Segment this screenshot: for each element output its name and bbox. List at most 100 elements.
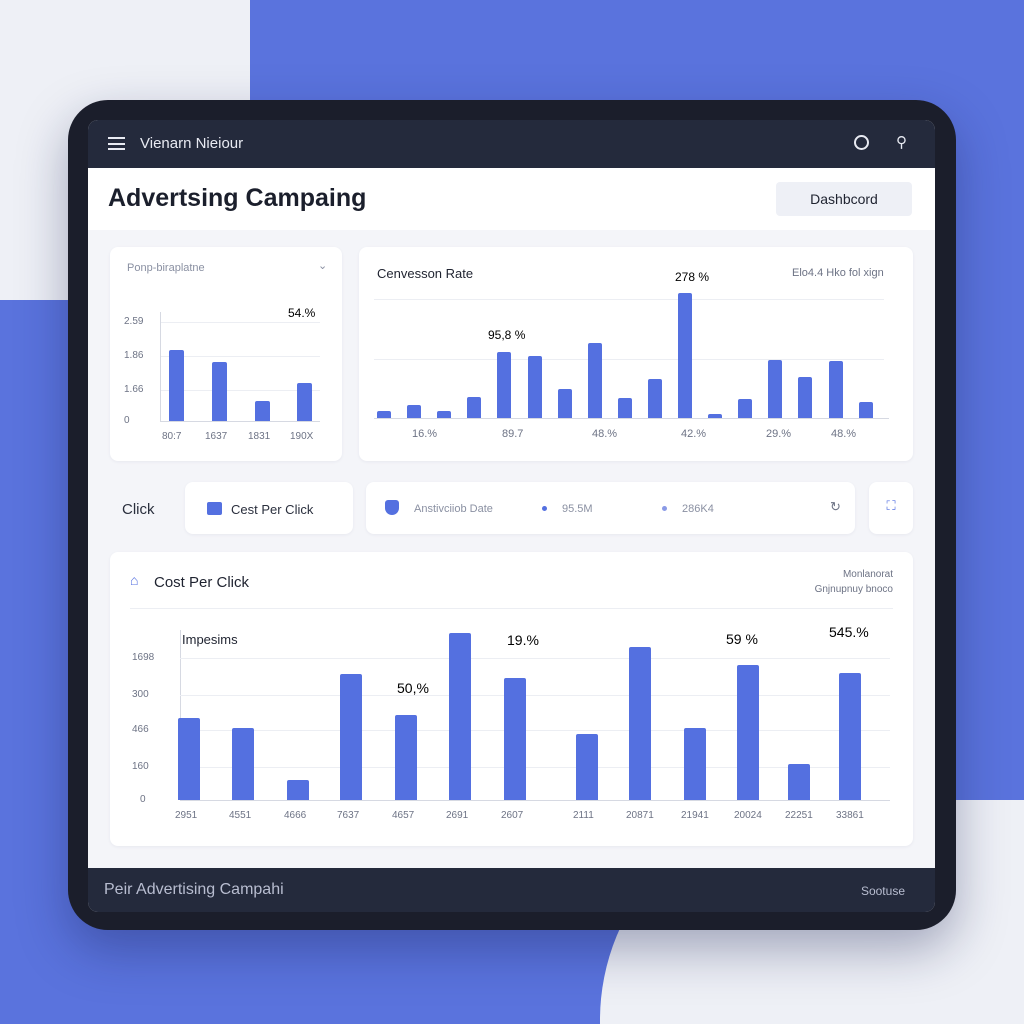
x-tick-label: 2951 bbox=[175, 810, 198, 821]
series-label: Impesims bbox=[182, 632, 238, 647]
expand-icon: ⛶ bbox=[886, 498, 896, 513]
bar bbox=[798, 377, 813, 418]
x-tick-label: 190X bbox=[290, 431, 314, 442]
y-tick-label: 0 bbox=[124, 415, 130, 426]
footer-link[interactable]: Sootuse bbox=[860, 884, 905, 898]
annotation: 278 % bbox=[675, 270, 710, 284]
x-tick-label: 4666 bbox=[284, 810, 307, 821]
conversion-rate-card: Cenvesson Rate Elo4.4 Hko fol xign 278 %… bbox=[359, 247, 913, 461]
metric-value: 95.5M bbox=[562, 503, 593, 515]
page-title: Advertsing Campaing bbox=[108, 184, 367, 212]
x-tick-label: 1637 bbox=[205, 431, 228, 442]
bar bbox=[212, 361, 227, 421]
bar bbox=[576, 734, 598, 800]
bar bbox=[178, 718, 200, 800]
gridline bbox=[180, 730, 890, 731]
bar bbox=[297, 383, 312, 421]
bar bbox=[858, 402, 873, 418]
click-label: Click bbox=[122, 501, 155, 518]
x-tick-label: 2607 bbox=[501, 810, 524, 821]
refresh-icon[interactable]: ↻ bbox=[830, 499, 841, 514]
x-tick-label: 4551 bbox=[229, 810, 252, 821]
bar bbox=[407, 405, 422, 418]
x-tick-label: 80:7 bbox=[162, 431, 182, 442]
bar bbox=[737, 665, 759, 800]
metric-label: Anstivciiob Date bbox=[414, 503, 493, 515]
bar bbox=[708, 414, 723, 418]
y-tick-label: 466 bbox=[132, 724, 149, 735]
x-tick-label: 16.% bbox=[412, 428, 438, 440]
hamburger-icon[interactable] bbox=[108, 137, 125, 150]
bar bbox=[678, 293, 692, 418]
header: Advertsing Campaing Dashbcord bbox=[88, 168, 935, 230]
bar bbox=[449, 633, 471, 800]
bar bbox=[527, 356, 542, 418]
x-tick-label: 2691 bbox=[446, 810, 469, 821]
legend: Elo4.4 Hko fol xign bbox=[792, 267, 884, 279]
bar bbox=[768, 360, 783, 418]
bar bbox=[340, 674, 362, 800]
x-tick-label: 1831 bbox=[248, 431, 271, 442]
expand-button[interactable]: ⛶ bbox=[869, 482, 913, 534]
x-tick-label: 20871 bbox=[626, 810, 654, 821]
bar bbox=[684, 728, 706, 800]
shield-icon bbox=[385, 500, 399, 515]
search-icon[interactable] bbox=[854, 135, 869, 150]
bar bbox=[557, 389, 572, 418]
y-tick-label: 2.59 bbox=[124, 316, 144, 327]
wallet-icon bbox=[207, 502, 222, 515]
x-tick-label: 22251 bbox=[785, 810, 813, 821]
activation-metrics-card: Anstivciiob Date 95.5M 286K4 ↻ bbox=[366, 482, 855, 534]
bar bbox=[647, 379, 662, 418]
x-tick-label: 4657 bbox=[392, 810, 415, 821]
annotation: 19.% bbox=[507, 632, 539, 648]
chevron-down-icon[interactable]: ⌄ bbox=[318, 260, 328, 272]
bar bbox=[788, 764, 810, 800]
y-tick-label: 300 bbox=[132, 689, 149, 700]
y-tick-label: 0 bbox=[140, 794, 146, 805]
y-tick-label: 160 bbox=[132, 761, 149, 772]
bar bbox=[255, 401, 270, 421]
x-tick-label: 48.% bbox=[831, 428, 857, 440]
annotation: 54.% bbox=[288, 306, 316, 320]
bar bbox=[587, 343, 602, 418]
x-tick-label: 89.7 bbox=[502, 428, 524, 440]
x-tick-label: 29.% bbox=[766, 428, 792, 440]
annotation: 95,8 % bbox=[488, 328, 526, 342]
gridline bbox=[180, 767, 890, 768]
x-tick-label: 33861 bbox=[836, 810, 864, 821]
annotation: 50,% bbox=[397, 680, 429, 696]
bar bbox=[467, 397, 482, 418]
x-tick-label: 42.% bbox=[681, 428, 707, 440]
annotation: 545.% bbox=[829, 624, 869, 640]
card-title: Cost Per Click bbox=[154, 574, 250, 591]
gridline bbox=[180, 695, 890, 696]
meta-text: Monlanorat bbox=[842, 569, 893, 580]
bar bbox=[437, 411, 452, 418]
user-icon[interactable]: ⚲ bbox=[896, 134, 907, 151]
bar bbox=[629, 647, 651, 800]
top-bar: Vienarn Nieiour ⚲ bbox=[88, 120, 935, 168]
x-tick-label: 21941 bbox=[681, 810, 709, 821]
bar bbox=[169, 349, 184, 421]
y-tick-label: 1698 bbox=[132, 652, 155, 663]
card-title: Cenvesson Rate bbox=[377, 266, 474, 281]
bar bbox=[738, 399, 753, 418]
home-icon: ⌂ bbox=[130, 572, 139, 588]
y-tick-label: 1.66 bbox=[124, 384, 144, 395]
app-title: Vienarn Nieiour bbox=[140, 135, 244, 152]
x-tick-label: 2111 bbox=[573, 810, 594, 821]
dashboard-button[interactable]: Dashbcord bbox=[776, 182, 912, 216]
summary-chart-card: Ponp-biraplatne ⌄ 54.% 2.59 1.86 1.66 0 80:7… bbox=[110, 247, 342, 461]
bar bbox=[232, 728, 254, 800]
screen: Vienarn Nieiour ⚲ Advertsing Campaing Da… bbox=[88, 120, 935, 912]
cost-per-click-button[interactable]: Cest Per Click bbox=[185, 482, 353, 534]
x-tick-label: 7637 bbox=[337, 810, 360, 821]
bar bbox=[395, 715, 417, 800]
gridline bbox=[180, 658, 890, 659]
bar bbox=[377, 411, 391, 418]
bar bbox=[839, 673, 861, 800]
bar bbox=[828, 361, 843, 418]
bar bbox=[504, 678, 526, 800]
y-tick-label: 1.86 bbox=[124, 350, 144, 361]
